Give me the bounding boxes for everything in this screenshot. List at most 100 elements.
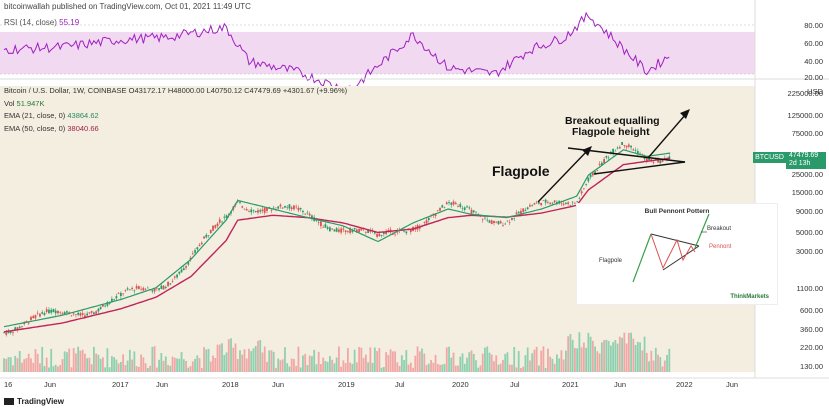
volume-bar bbox=[659, 357, 662, 372]
volume-bar bbox=[533, 349, 536, 372]
volume-bar bbox=[481, 353, 484, 372]
candle-body bbox=[27, 322, 30, 324]
volume-bar bbox=[200, 367, 203, 372]
volume-bar bbox=[576, 348, 579, 372]
candle-body bbox=[209, 229, 212, 234]
volume-bar bbox=[185, 360, 187, 372]
candle-body bbox=[39, 313, 41, 317]
volume-bar bbox=[12, 365, 14, 372]
rsi-tick: 60.00 bbox=[804, 39, 823, 48]
volume-bar bbox=[645, 352, 648, 372]
candle-body bbox=[488, 220, 491, 223]
candle-body bbox=[436, 210, 439, 211]
candle-body bbox=[450, 202, 453, 205]
volume-bar bbox=[436, 364, 439, 372]
volume-bar bbox=[369, 347, 372, 372]
volume-bar bbox=[36, 353, 39, 372]
volume-bar bbox=[564, 350, 567, 372]
volume-bar bbox=[158, 359, 160, 372]
volume-bar bbox=[540, 350, 543, 372]
candle-body bbox=[135, 286, 138, 289]
volume-bar bbox=[591, 340, 594, 372]
candle-body bbox=[137, 286, 140, 289]
candle-body bbox=[466, 206, 468, 208]
volume-bar bbox=[288, 366, 291, 372]
volume-bar bbox=[346, 348, 349, 372]
candle-body bbox=[140, 288, 143, 290]
candle-body bbox=[284, 205, 286, 208]
volume-bar bbox=[223, 354, 226, 372]
candle-body bbox=[472, 210, 475, 213]
volume-bars bbox=[3, 332, 671, 372]
volume-bar bbox=[349, 362, 352, 372]
candle-body bbox=[439, 207, 441, 211]
candle-body bbox=[607, 157, 610, 159]
volume-bar bbox=[573, 347, 576, 372]
candle-body bbox=[657, 158, 659, 163]
candle-body bbox=[461, 207, 464, 209]
volume-bar bbox=[585, 347, 588, 372]
candle-body bbox=[515, 212, 518, 214]
volume-bar bbox=[470, 350, 473, 372]
volume-bar bbox=[142, 357, 145, 372]
candle-body bbox=[571, 201, 574, 203]
volume-bar bbox=[259, 340, 262, 372]
volume-bar bbox=[603, 340, 606, 372]
candle-body bbox=[358, 229, 361, 233]
candle-body bbox=[585, 184, 588, 185]
candle-body bbox=[403, 231, 405, 232]
volume-bar bbox=[212, 355, 214, 372]
volume-bar bbox=[171, 356, 174, 372]
candle-body bbox=[520, 210, 522, 214]
candle-body bbox=[66, 311, 68, 313]
volume-bar bbox=[68, 348, 71, 372]
volume-bar bbox=[3, 358, 5, 372]
volume-bar bbox=[61, 359, 64, 372]
volume-bar bbox=[205, 349, 208, 372]
volume-bar bbox=[320, 364, 322, 372]
volume-bar bbox=[290, 358, 293, 372]
volume-bar bbox=[547, 348, 549, 372]
symbol-line: Bitcoin / U.S. Dollar, 1W, COINBASE O431… bbox=[4, 86, 348, 95]
candle-body bbox=[569, 205, 572, 206]
volume-bar bbox=[409, 362, 412, 372]
inset-pennant-label: Pennont bbox=[709, 244, 732, 250]
volume-bar bbox=[484, 347, 486, 372]
volume-bar bbox=[569, 334, 572, 372]
volume-bar bbox=[140, 354, 143, 372]
candle-body bbox=[513, 218, 516, 219]
volume-bar bbox=[239, 350, 241, 372]
inset-diagram bbox=[632, 213, 710, 283]
candle-body bbox=[304, 213, 307, 215]
volume-bar bbox=[48, 367, 50, 372]
volume-bar bbox=[418, 351, 421, 372]
volume-bar bbox=[146, 367, 149, 372]
candle-body bbox=[560, 202, 563, 204]
volume-bar bbox=[666, 354, 668, 372]
volume-bar bbox=[221, 343, 223, 372]
candle-body bbox=[353, 227, 356, 230]
candle-body bbox=[266, 207, 268, 211]
volume-bar bbox=[475, 360, 477, 372]
volume-bar bbox=[567, 336, 570, 372]
candle-body bbox=[88, 312, 91, 314]
volume-bar bbox=[225, 352, 228, 372]
rsi-tick: 80.00 bbox=[804, 21, 823, 30]
candle-body bbox=[578, 198, 581, 199]
volume-bar bbox=[468, 352, 471, 372]
price-tick: 25000.00 bbox=[791, 169, 823, 179]
volume-bar bbox=[376, 351, 379, 372]
volume-bar bbox=[245, 358, 248, 372]
volume-bar bbox=[299, 367, 302, 372]
rsi-label: RSI (14, close) 55.19 bbox=[4, 18, 79, 27]
candle-body bbox=[34, 315, 37, 319]
volume-bar bbox=[131, 359, 134, 372]
volume-bar bbox=[295, 365, 298, 372]
volume-bar bbox=[522, 366, 525, 372]
candle-body bbox=[277, 206, 280, 209]
candle-body bbox=[522, 208, 525, 212]
volume-bar bbox=[306, 365, 309, 372]
volume-bar bbox=[137, 366, 140, 372]
volume-bar bbox=[454, 365, 457, 372]
candle-body bbox=[57, 310, 59, 314]
